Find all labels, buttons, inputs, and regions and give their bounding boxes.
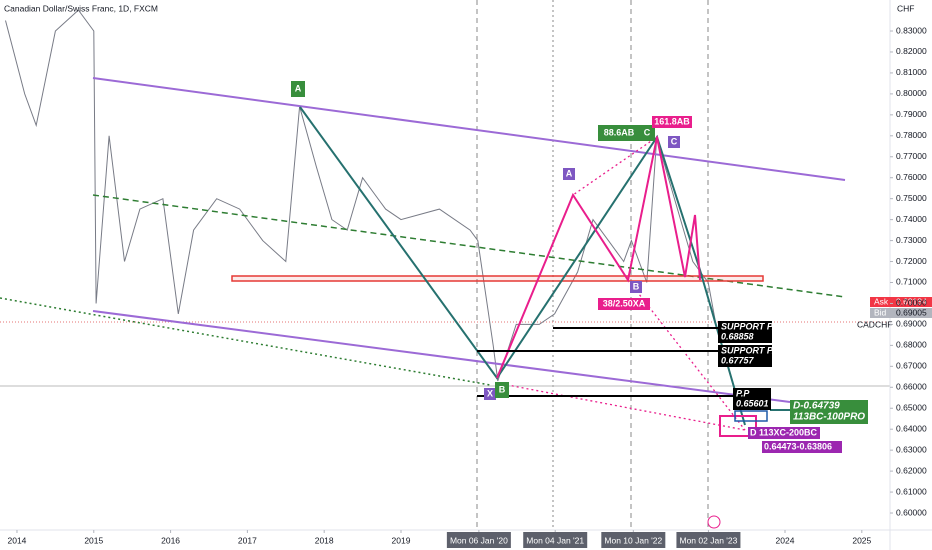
y-tick-label: 0.79000 (896, 109, 927, 119)
y-tick-label: 0.69000 (896, 319, 927, 329)
label: B (499, 384, 506, 394)
x-tick-label: 2015 (84, 535, 103, 545)
y-tick-label: 0.62000 (896, 465, 927, 475)
label: A (295, 83, 302, 93)
x-tick-highlight (523, 532, 588, 548)
x-tick-label: 2017 (238, 535, 257, 545)
label: 0.68858 (721, 331, 754, 341)
x-tick-highlight (601, 532, 666, 548)
label: SUPPORT P.P (721, 321, 781, 331)
x-tick-highlight (676, 532, 741, 548)
pattern-dotted (496, 135, 746, 431)
label: 0.64473-0.63806 (764, 441, 832, 451)
y-tick-label: 0.66000 (896, 382, 927, 392)
trend-dotted (0, 297, 491, 386)
bid-price: 0.69005 (896, 307, 927, 317)
label: SUPPORT P.P (721, 345, 781, 355)
label: A (566, 168, 573, 178)
pattern-dotted (496, 382, 746, 431)
x-tick-label: Mon 04 Jan '21 (526, 535, 584, 545)
y-tick-label: 0.64000 (896, 423, 927, 433)
x-tick-label: 2016 (161, 535, 180, 545)
x-tick-label: Mon 10 Jan '22 (604, 535, 662, 545)
label: X (487, 388, 493, 398)
label: 0.67757 (721, 355, 755, 365)
y-tick-label: 0.60000 (896, 507, 927, 517)
channel-lower (92, 310, 791, 403)
label: 0.65601 (736, 398, 769, 408)
symbol: CADCHF (857, 319, 892, 329)
y-tick-label: 0.67000 (896, 361, 927, 371)
y-tick-label: 0.61000 (896, 486, 927, 496)
drawings (0, 0, 890, 530)
bid-label: Bid (874, 307, 887, 317)
x-tick-label: 2019 (392, 535, 411, 545)
event-icon[interactable] (707, 515, 721, 529)
target-box (719, 415, 757, 437)
label: 161.8AB (654, 116, 690, 126)
y-tick-label: 0.77000 (896, 151, 927, 161)
x-tick-label: 2025 (852, 535, 871, 545)
price-axis (890, 0, 932, 550)
x-tick-label: 2014 (8, 535, 27, 545)
target-box (734, 410, 768, 422)
label: C (644, 127, 651, 137)
y-tick-label: 0.78000 (896, 130, 927, 140)
series-layer (5, 9, 732, 382)
currency: CHF (897, 3, 914, 13)
pattern-drawings (0, 77, 846, 437)
xabcd (299, 106, 746, 426)
y-tick-label: 0.68000 (896, 340, 927, 350)
y-tick-label: 0.80000 (896, 88, 927, 98)
y-tick-label: 0.76000 (896, 172, 927, 182)
y-tick-label: 0.70000 (896, 298, 927, 308)
x-tick-label: 2018 (315, 535, 334, 545)
y-tick-label: 0.73000 (896, 235, 927, 245)
y-tick-label: 0.65000 (896, 402, 927, 412)
label: B (633, 281, 640, 291)
y-tick-label: 0.75000 (896, 193, 927, 203)
chart-title: Canadian Dollar/Swiss Franc, 1D, FXCM (4, 3, 158, 13)
x-tick-highlight (446, 532, 511, 548)
ask-price: 0.69184 (896, 296, 927, 306)
label: D-0.64739 (793, 401, 840, 412)
trend-dashed (92, 194, 846, 298)
label: C (671, 136, 678, 146)
label: P.P (736, 388, 750, 398)
y-tick-label: 0.63000 (896, 444, 927, 454)
price-line (5, 9, 732, 382)
x-tick-label: Mon 02 Jan '23 (680, 535, 738, 545)
label: 38/2.50XA (603, 298, 646, 308)
labels: A 88.6AB C 161.8AB C A B 38/2.50XA X B S… (291, 81, 868, 529)
y-tick-label: 0.72000 (896, 256, 927, 266)
ask-label: Ask (874, 296, 889, 306)
label: 88.6AB (604, 127, 635, 137)
y-tick-label: 0.74000 (896, 214, 927, 224)
y-tick-label: 0.71000 (896, 277, 927, 287)
label: D 113XC-200BC (750, 427, 818, 437)
y-tick-label: 0.82000 (896, 46, 927, 56)
y-tick-label: 0.83000 (896, 25, 927, 35)
x-tick-label: 2024 (776, 535, 795, 545)
x-tick-label: Mon 06 Jan '20 (450, 535, 508, 545)
y-tick-label: 0.81000 (896, 67, 927, 77)
channel-upper (92, 77, 846, 181)
label: 113BC-100PRO (793, 412, 865, 423)
zone (231, 275, 764, 282)
